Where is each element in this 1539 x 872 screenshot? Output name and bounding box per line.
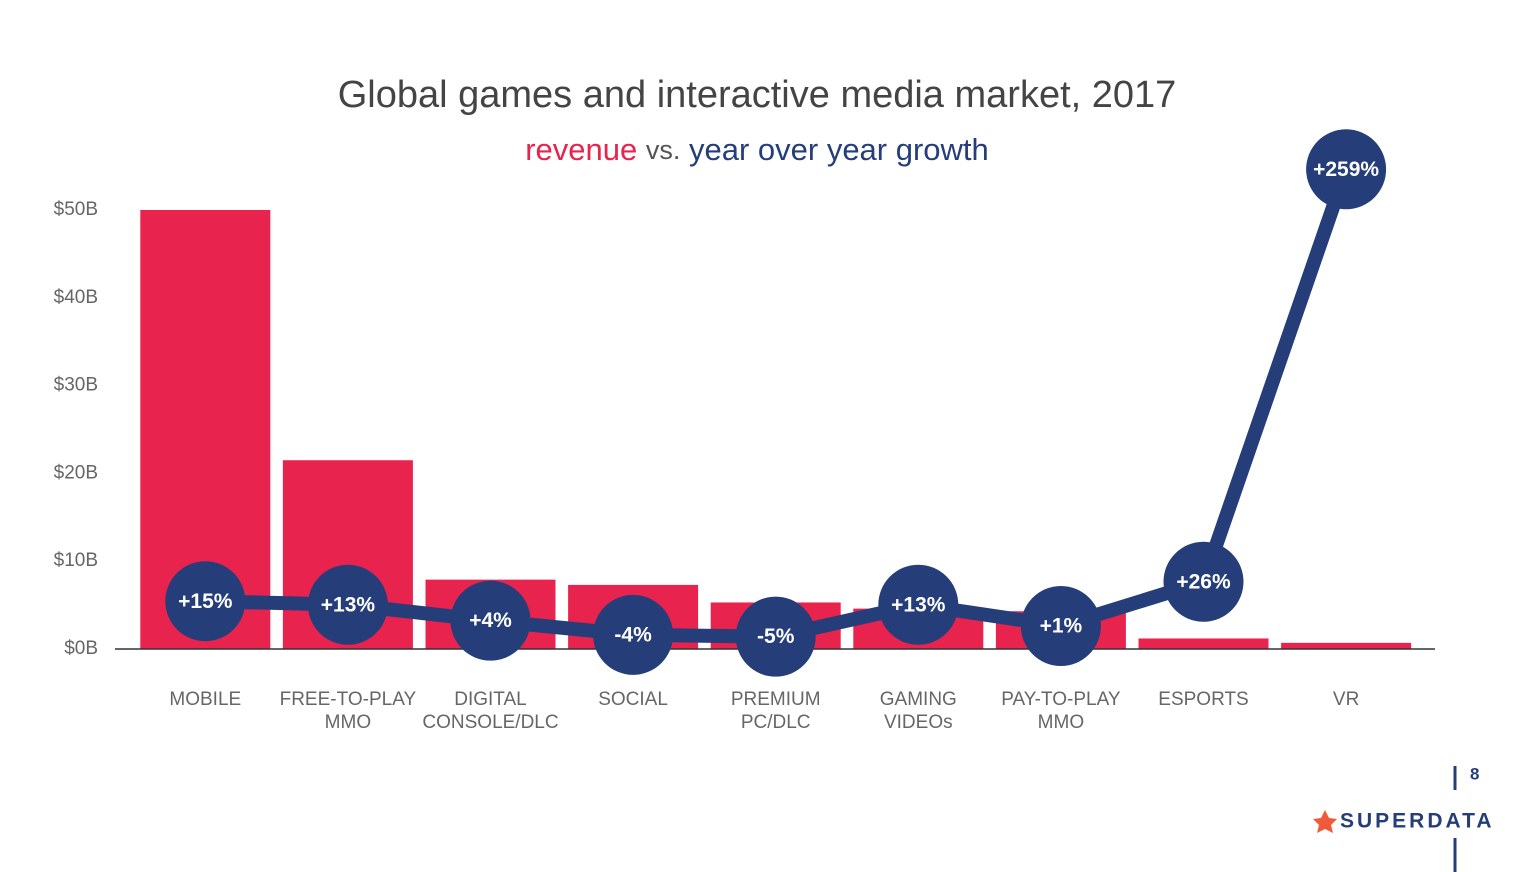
x-tick-label: MOBILE [169, 689, 242, 710]
x-tick-label: GAMING VIDEOs [879, 689, 957, 733]
legend-revenue: revenue [525, 132, 637, 167]
y-tick-label: $20B [54, 462, 98, 483]
data-label: +13% [891, 593, 946, 616]
legend-growth: year over year growth [689, 132, 989, 167]
data-label: +13% [321, 593, 376, 616]
y-tick-label: $30B [54, 375, 98, 396]
chart-subtitle: revenue vs. year over year growth [525, 132, 989, 167]
x-tick-label: VR [1332, 689, 1360, 710]
logo: SUPERDATA [1340, 810, 1495, 833]
subtitle-connector: vs. [646, 135, 681, 165]
data-label: -5% [757, 625, 795, 648]
logo-star [1313, 810, 1337, 833]
growth-marker [1020, 585, 1101, 666]
y-tick-label: $40B [54, 287, 98, 308]
y-tick-label: $50B [54, 199, 98, 220]
x-tick-label: PAY-TO-PLAY MMO [1001, 689, 1121, 733]
bar [1281, 642, 1412, 649]
bar [1138, 638, 1269, 649]
y-tick-label: $0B [64, 638, 98, 659]
growth-marker [878, 564, 959, 645]
x-tick-label: DIGITAL CONSOLE/DLC [422, 689, 559, 733]
data-label: -4% [614, 623, 652, 646]
data-label: +259% [1313, 158, 1379, 181]
growth-marker [1163, 541, 1244, 622]
growth-marker [593, 594, 674, 675]
growth-marker [307, 564, 388, 645]
data-label: +26% [1176, 570, 1231, 593]
x-tick-label: SOCIAL [598, 689, 668, 710]
data-label: +15% [178, 590, 233, 613]
x-tick-label: FREE-TO-PLAY MMO [279, 689, 417, 733]
x-tick-label: ESPORTS [1158, 689, 1249, 710]
y-tick-label: $10B [54, 550, 98, 571]
growth-marker [450, 580, 531, 661]
data-label: +4% [469, 609, 512, 632]
growth-marker [1306, 129, 1387, 210]
growth-marker [165, 561, 246, 642]
chart-title: Global games and interactive media marke… [338, 74, 1177, 116]
x-tick-label: PREMIUM PC/DLC [730, 689, 821, 733]
data-label: +1% [1040, 615, 1083, 638]
page-number: 8 [1470, 764, 1479, 783]
growth-marker [735, 596, 816, 677]
